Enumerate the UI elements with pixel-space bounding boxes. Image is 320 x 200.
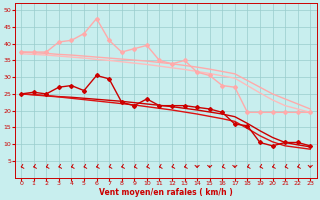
X-axis label: Vent moyen/en rafales ( km/h ): Vent moyen/en rafales ( km/h ): [99, 188, 233, 197]
